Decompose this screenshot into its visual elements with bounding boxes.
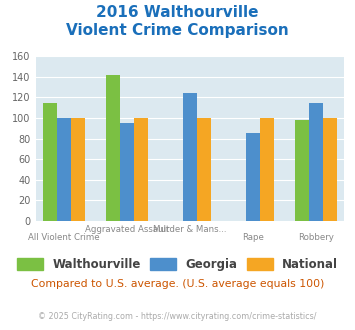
Bar xyxy=(120,123,134,221)
Text: 2016 Walthourville: 2016 Walthourville xyxy=(96,5,259,20)
Text: Robbery: Robbery xyxy=(298,233,334,242)
Text: All Violent Crime: All Violent Crime xyxy=(28,233,100,242)
Bar xyxy=(71,118,84,221)
Bar xyxy=(106,75,120,221)
Text: © 2025 CityRating.com - https://www.cityrating.com/crime-statistics/: © 2025 CityRating.com - https://www.city… xyxy=(38,312,317,321)
Bar xyxy=(57,118,71,221)
Bar xyxy=(43,103,57,221)
Text: Rape: Rape xyxy=(242,233,264,242)
Bar xyxy=(183,93,197,221)
Text: Murder & Mans...: Murder & Mans... xyxy=(153,225,227,234)
Bar xyxy=(323,118,337,221)
Bar xyxy=(295,120,309,221)
Bar xyxy=(309,103,323,221)
Bar xyxy=(246,133,260,221)
Text: Compared to U.S. average. (U.S. average equals 100): Compared to U.S. average. (U.S. average … xyxy=(31,279,324,289)
Text: Aggravated Assault: Aggravated Assault xyxy=(85,225,169,234)
Text: Violent Crime Comparison: Violent Crime Comparison xyxy=(66,23,289,38)
Bar xyxy=(260,118,274,221)
Bar xyxy=(197,118,211,221)
Legend: Walthourville, Georgia, National: Walthourville, Georgia, National xyxy=(11,252,344,277)
Bar xyxy=(134,118,148,221)
